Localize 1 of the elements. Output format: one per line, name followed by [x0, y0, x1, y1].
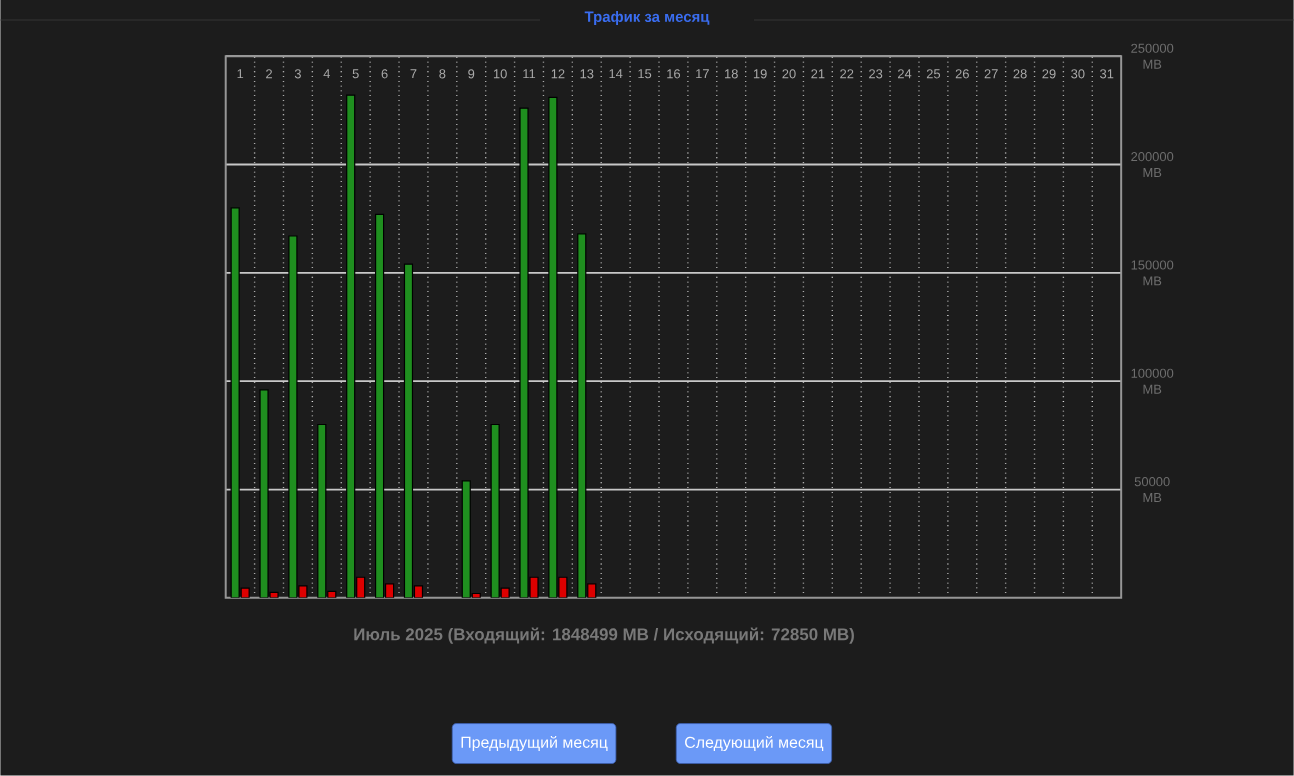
text: Июль 2025 (Входящий: 1848499 MB / Исходящий: 72850 MB)	[354, 627, 854, 644]
